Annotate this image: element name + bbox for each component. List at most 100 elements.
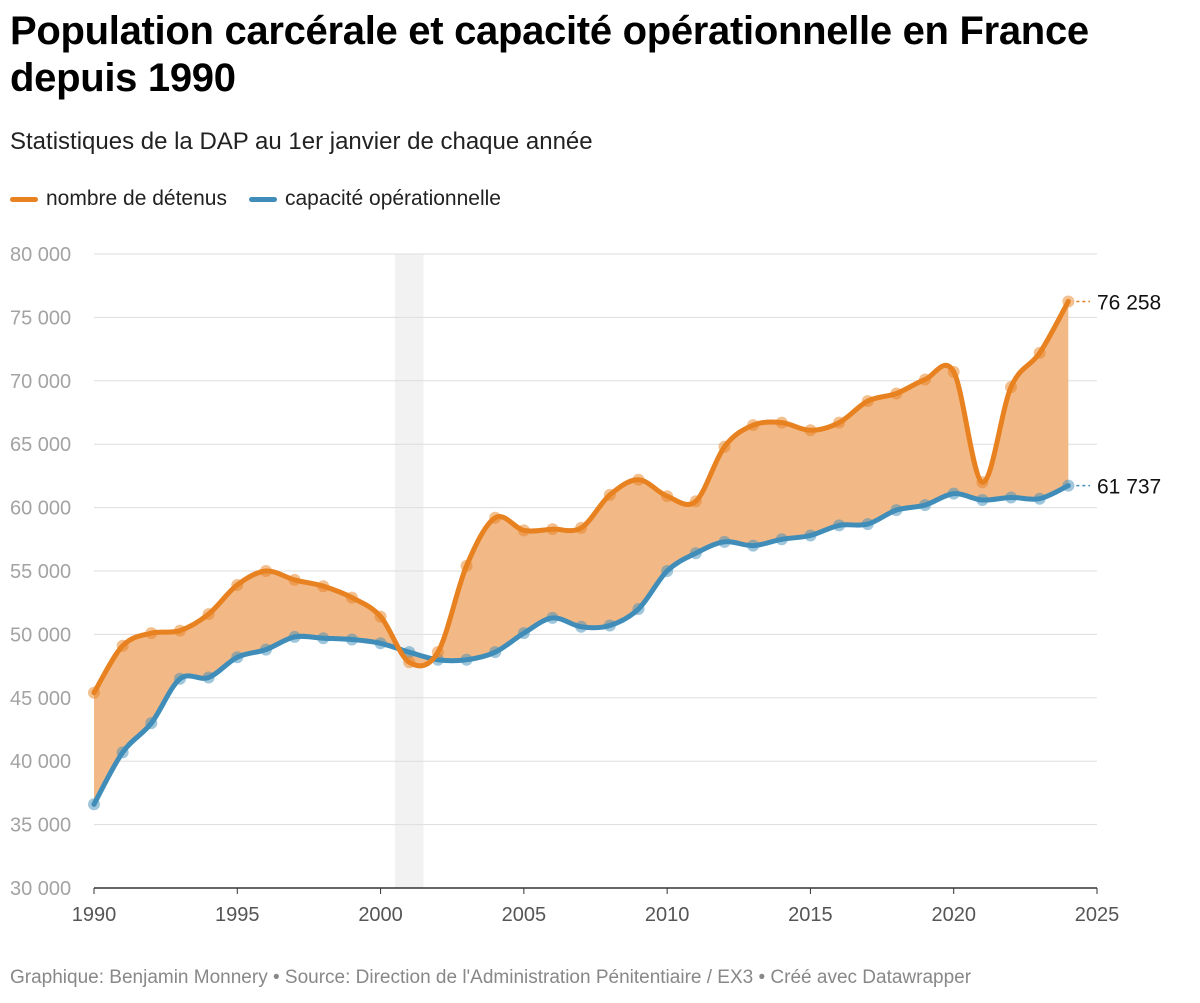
x-tick-label: 2020 (931, 904, 976, 926)
legend-item-capacite: capacité opérationnelle (248, 187, 501, 211)
data-point-detenus (976, 476, 989, 489)
data-point-capacite (718, 535, 731, 548)
data-point-detenus (460, 559, 473, 572)
x-tick-label: 2025 (1075, 904, 1120, 926)
data-point-detenus (804, 424, 817, 437)
data-point-detenus (517, 524, 530, 537)
x-tick-label: 2005 (502, 904, 547, 926)
data-point-detenus (288, 573, 301, 586)
data-point-detenus (632, 473, 645, 486)
data-point-capacite (88, 798, 100, 811)
y-tick-label: 70 000 (10, 371, 71, 393)
data-point-capacite (317, 632, 330, 645)
data-point-capacite (116, 746, 129, 759)
data-point-detenus (116, 639, 129, 652)
chart-footer: Graphique: Benjamin Monnery • Source: Di… (10, 967, 972, 988)
data-point-detenus (747, 419, 760, 432)
end-label-detenus: 76 258 (1097, 291, 1161, 314)
data-point-detenus (861, 395, 874, 408)
legend-item-detenus: nombre de détenus (10, 187, 227, 211)
data-point-detenus (575, 521, 588, 534)
data-point-capacite (804, 529, 817, 542)
data-point-capacite (890, 504, 903, 517)
data-point-detenus (1062, 295, 1075, 308)
legend-label-capacite: capacité opérationnelle (284, 187, 501, 210)
y-tick-label: 50 000 (10, 624, 71, 646)
data-point-detenus (173, 624, 186, 637)
data-point-detenus (947, 365, 960, 378)
data-point-detenus (1005, 381, 1018, 394)
y-tick-label: 80 000 (10, 244, 71, 266)
data-point-detenus (833, 416, 846, 429)
data-point-detenus (88, 686, 100, 699)
x-tick-label: 1995 (215, 904, 260, 926)
data-point-capacite (1033, 492, 1046, 505)
data-point-detenus (403, 656, 416, 669)
data-point-capacite (345, 633, 358, 646)
data-point-detenus (919, 373, 932, 386)
data-point-capacite (546, 611, 559, 624)
legend-label-detenus: nombre de détenus (46, 187, 227, 210)
legend-swatch-detenus (10, 196, 38, 202)
data-point-capacite (603, 619, 616, 632)
x-tick-label: 2010 (645, 904, 690, 926)
data-point-capacite (833, 519, 846, 532)
data-point-capacite (919, 499, 932, 512)
y-tick-label: 40 000 (10, 751, 71, 773)
chart-title: Population carcérale et capacité opérati… (10, 9, 1089, 100)
y-tick-label: 75 000 (10, 307, 71, 329)
data-point-detenus (890, 387, 903, 400)
data-point-detenus (202, 608, 215, 621)
data-point-capacite (976, 493, 989, 506)
data-point-capacite (775, 533, 788, 546)
data-point-detenus (718, 440, 731, 453)
x-tick-label: 1990 (72, 904, 117, 926)
data-point-capacite (374, 637, 387, 650)
data-point-capacite (861, 518, 874, 531)
data-point-capacite (575, 620, 588, 633)
data-point-capacite (403, 646, 416, 659)
data-point-capacite (1062, 479, 1075, 492)
data-point-detenus (145, 627, 158, 640)
data-point-capacite (1005, 491, 1018, 504)
data-point-detenus (259, 565, 272, 577)
data-point-capacite (747, 539, 760, 552)
data-point-detenus (1033, 346, 1046, 359)
x-tick-label: 2000 (358, 904, 403, 926)
y-tick-label: 30 000 (10, 878, 71, 900)
legend-swatch-capacite (248, 196, 277, 202)
data-point-capacite (661, 565, 674, 577)
data-point-detenus (317, 580, 330, 593)
data-point-detenus (661, 490, 674, 503)
end-label-capacite: 61 737 (1097, 476, 1161, 499)
data-point-detenus (374, 610, 387, 623)
data-point-capacite (259, 643, 272, 656)
data-point-detenus (689, 495, 702, 508)
y-tick-label: 45 000 (10, 688, 71, 710)
y-tick-label: 35 000 (10, 815, 71, 837)
y-tick-label: 55 000 (10, 561, 71, 583)
data-point-capacite (202, 671, 215, 684)
data-point-detenus (775, 416, 788, 429)
data-point-capacite (689, 547, 702, 560)
data-point-detenus (345, 591, 358, 604)
data-point-detenus (431, 646, 444, 659)
data-point-detenus (489, 511, 502, 524)
x-tick-label: 2015 (788, 904, 833, 926)
data-point-capacite (288, 630, 301, 643)
data-point-detenus (546, 523, 559, 536)
data-point-capacite (489, 646, 502, 659)
data-point-detenus (231, 578, 244, 591)
data-point-capacite (173, 672, 186, 685)
chart-subtitle: Statistiques de la DAP au 1er janvier de… (10, 128, 593, 155)
data-point-capacite (231, 651, 244, 664)
data-point-capacite (145, 717, 158, 730)
legend: nombre de détenus capacité opérationnell… (10, 187, 501, 211)
gap-area (94, 301, 1069, 805)
y-tick-label: 65 000 (10, 434, 71, 456)
data-point-capacite (460, 653, 473, 666)
data-point-capacite (517, 627, 530, 640)
data-point-capacite (632, 603, 645, 616)
y-tick-label: 60 000 (10, 498, 71, 520)
